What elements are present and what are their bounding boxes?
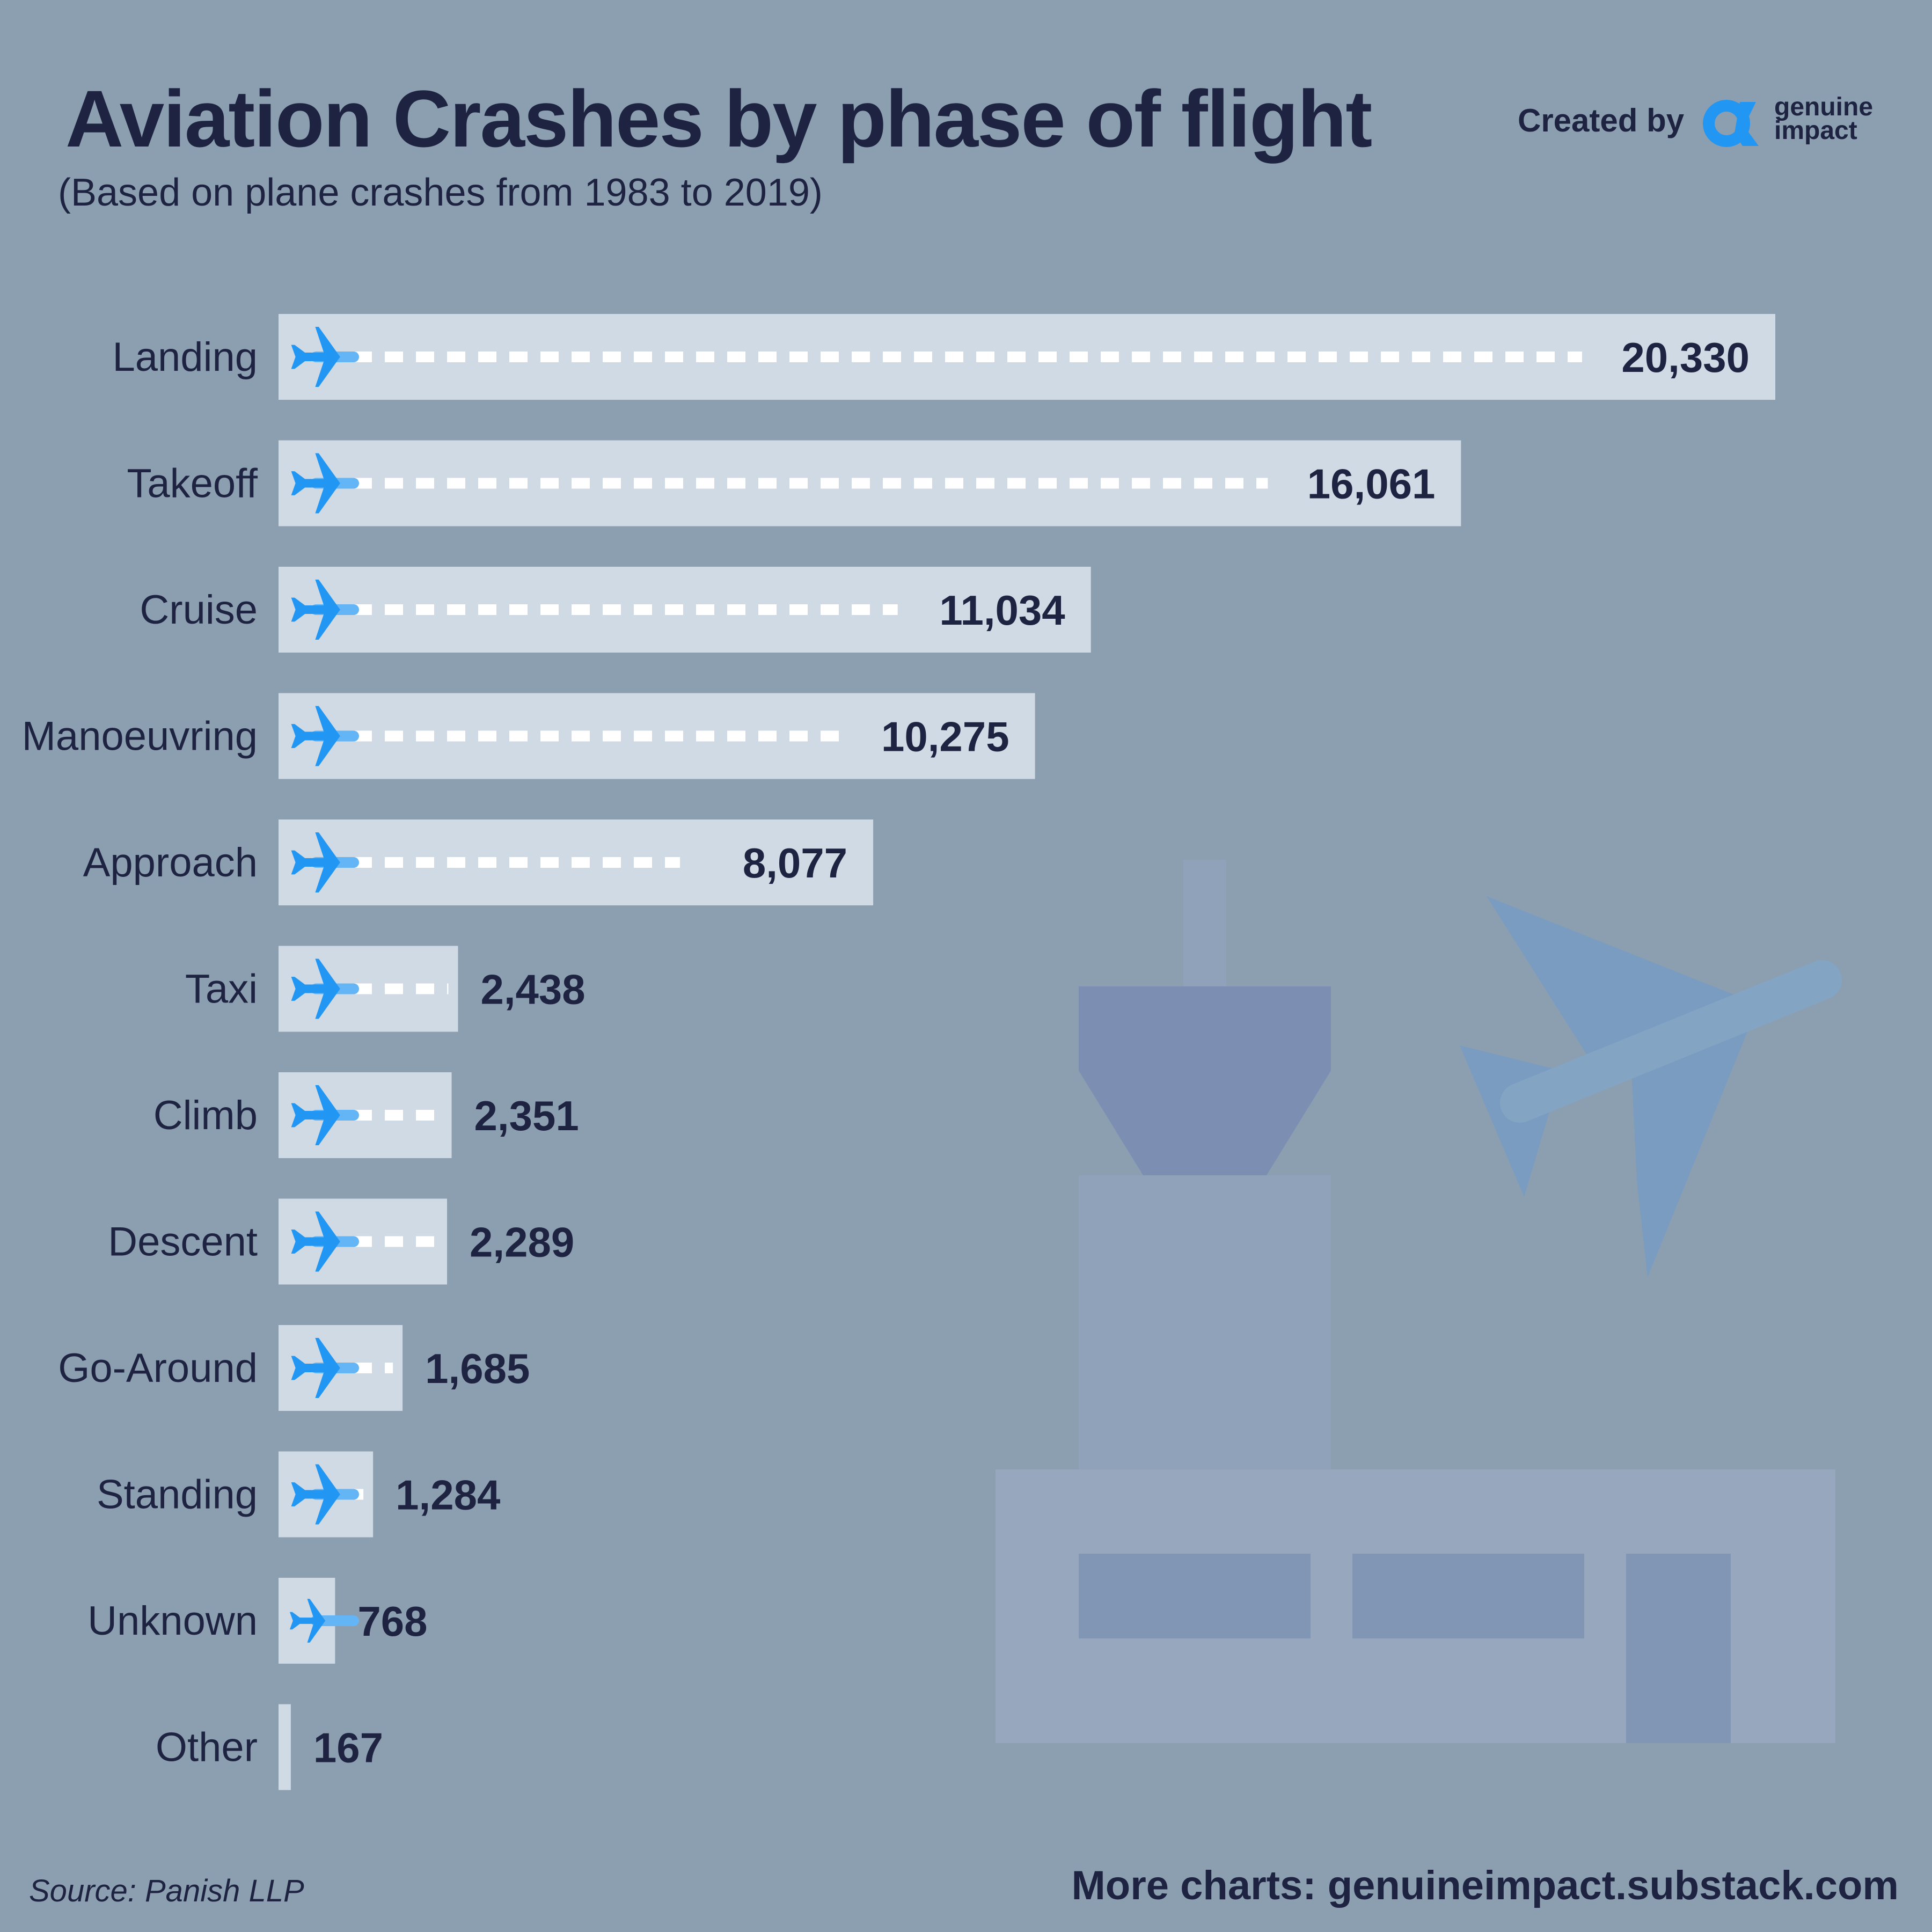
value-label: 10,275 <box>881 713 1009 760</box>
plane-icon <box>291 706 355 766</box>
category-label: Landing <box>113 334 258 380</box>
category-label: Descent <box>108 1219 258 1265</box>
plane-icon <box>291 1085 355 1145</box>
value-label: 2,438 <box>480 966 585 1013</box>
category-label: Other <box>156 1725 258 1770</box>
value-label: 1,284 <box>396 1472 500 1519</box>
value-label: 8,077 <box>743 839 847 887</box>
brand-line-1: genuine <box>1774 93 1874 121</box>
brand-name: genuine impact <box>1774 93 1874 145</box>
category-label: Climb <box>153 1093 258 1138</box>
bar <box>279 314 1775 400</box>
source-note: Source: Panish LLP <box>29 1874 304 1908</box>
bar-group: Manoeuvring 10,275 <box>22 693 1035 779</box>
more-charts-link[interactable]: More charts: genuineimpact.substack.com <box>1071 1863 1899 1908</box>
bar-group: Descent 2,289 <box>108 1198 574 1285</box>
category-label: Approach <box>83 840 258 885</box>
bar-group: Landing 20,330 <box>113 314 1775 400</box>
plane-icon <box>291 1338 355 1398</box>
bar-group: Unknown 768 <box>87 1578 427 1664</box>
bar-group: Other 167 <box>156 1704 383 1790</box>
value-label: 20,330 <box>1621 334 1750 381</box>
category-label: Takeoff <box>127 461 258 507</box>
bar-group: Takeoff 16,061 <box>127 440 1461 526</box>
bar <box>279 1704 291 1790</box>
plane-icon <box>291 327 355 387</box>
page-subtitle: (Based on plane crashes from 1983 to 201… <box>58 171 823 214</box>
category-label: Go-Around <box>58 1345 258 1391</box>
plane-icon <box>291 832 355 892</box>
bar-group: Approach 8,077 <box>83 819 874 905</box>
genuine-impact-logo-icon <box>1703 100 1759 147</box>
value-label: 11,034 <box>939 587 1065 634</box>
plane-icon <box>289 1599 336 1643</box>
category-label: Unknown <box>87 1598 258 1644</box>
category-label: Taxi <box>185 967 258 1012</box>
plane-illustration <box>1460 896 1842 1277</box>
category-label: Standing <box>97 1472 258 1518</box>
plane-icon <box>291 958 355 1019</box>
value-label: 167 <box>313 1724 383 1772</box>
plane-icon <box>291 453 355 514</box>
plane-icon <box>291 1464 355 1525</box>
bar <box>279 693 1035 779</box>
value-label: 2,289 <box>470 1219 574 1266</box>
bar-group: Taxi 2,438 <box>185 946 586 1032</box>
plane-icon <box>291 580 355 640</box>
value-label: 16,061 <box>1307 460 1436 508</box>
bar <box>279 567 1091 653</box>
bar-group: Climb 2,351 <box>153 1072 579 1158</box>
plane-icon <box>291 1211 355 1272</box>
control-tower <box>996 860 1835 1743</box>
value-label: 768 <box>357 1598 427 1645</box>
bar-group: Cruise 11,034 <box>140 567 1091 653</box>
bar-group: Go-Around 1,685 <box>58 1325 530 1411</box>
bar-group: Standing 1,284 <box>97 1451 500 1538</box>
page-title: Aviation Crashes by phase of flight <box>65 74 1372 164</box>
category-label: Cruise <box>140 587 258 633</box>
category-label: Manoeuvring <box>22 714 258 759</box>
value-label: 1,685 <box>425 1345 530 1392</box>
created-by-label: Created by <box>1518 103 1685 138</box>
value-label: 2,351 <box>474 1092 579 1139</box>
brand-line-2: impact <box>1774 116 1857 145</box>
